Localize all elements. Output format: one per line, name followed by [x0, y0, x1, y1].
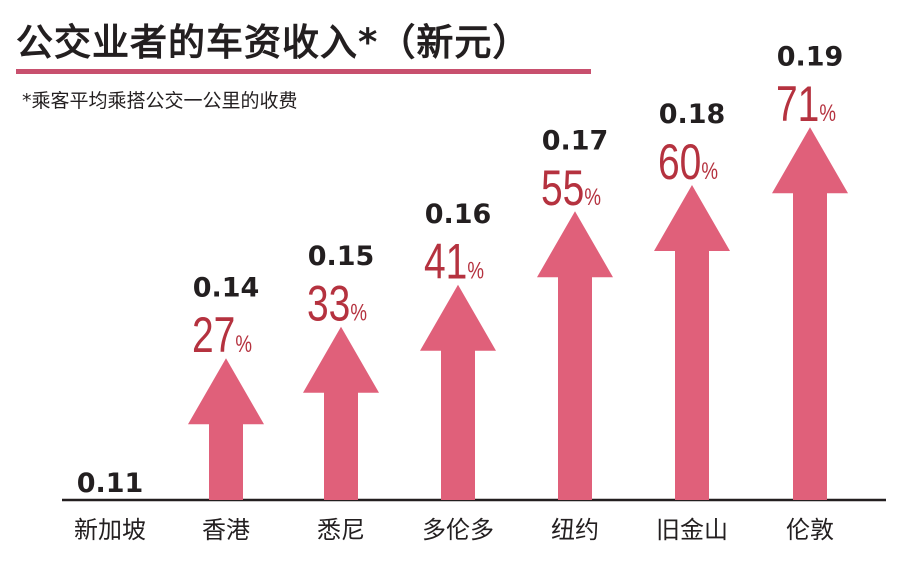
- percent-sign: %: [819, 100, 836, 127]
- category-label-5: 旧金山: [656, 516, 728, 544]
- percent-label-6: 71%: [776, 76, 836, 133]
- percent-value: 33: [307, 275, 350, 332]
- percent-sign: %: [701, 158, 718, 185]
- percent-value: 27: [192, 307, 235, 364]
- arrow-bar-4: [537, 211, 613, 500]
- percent-value: 71: [776, 76, 819, 133]
- percent-label-2: 33%: [307, 275, 367, 332]
- percent-sign: %: [235, 331, 252, 358]
- title-underline: [16, 69, 591, 74]
- chart-subtitle: *乘客平均乘搭公交一公里的收费: [22, 90, 298, 112]
- value-label-1: 0.14: [193, 272, 260, 303]
- arrow-bar-2: [303, 326, 379, 500]
- arrow-bar-1: [188, 358, 264, 500]
- percent-value: 60: [658, 133, 701, 190]
- percent-value: 55: [541, 160, 584, 217]
- value-label-5: 0.18: [659, 99, 726, 130]
- category-label-3: 多伦多: [422, 516, 494, 544]
- category-label-0: 新加坡: [74, 516, 146, 544]
- percent-sign: %: [350, 300, 367, 327]
- percent-value: 41: [424, 233, 467, 290]
- percent-label-3: 41%: [424, 233, 484, 290]
- value-label-6: 0.19: [777, 41, 844, 72]
- category-label-1: 香港: [202, 516, 250, 544]
- arrow-bar-3: [420, 284, 496, 500]
- value-label-4: 0.17: [542, 125, 609, 156]
- category-label-2: 悉尼: [317, 516, 365, 544]
- percent-label-1: 27%: [192, 307, 252, 364]
- chart-title: 公交业者的车资收入*（新元）: [16, 21, 531, 64]
- value-label-3: 0.16: [425, 199, 492, 230]
- category-label-4: 纽约: [551, 516, 599, 544]
- percent-sign: %: [467, 258, 484, 285]
- value-label-2: 0.15: [308, 241, 375, 272]
- category-label-6: 伦敦: [786, 516, 834, 544]
- arrow-bar-6: [772, 127, 848, 500]
- arrow-bar-5: [654, 185, 730, 500]
- value-label-0: 0.11: [77, 468, 144, 499]
- percent-label-4: 55%: [541, 160, 601, 217]
- percent-sign: %: [584, 184, 601, 211]
- percent-label-5: 60%: [658, 133, 718, 190]
